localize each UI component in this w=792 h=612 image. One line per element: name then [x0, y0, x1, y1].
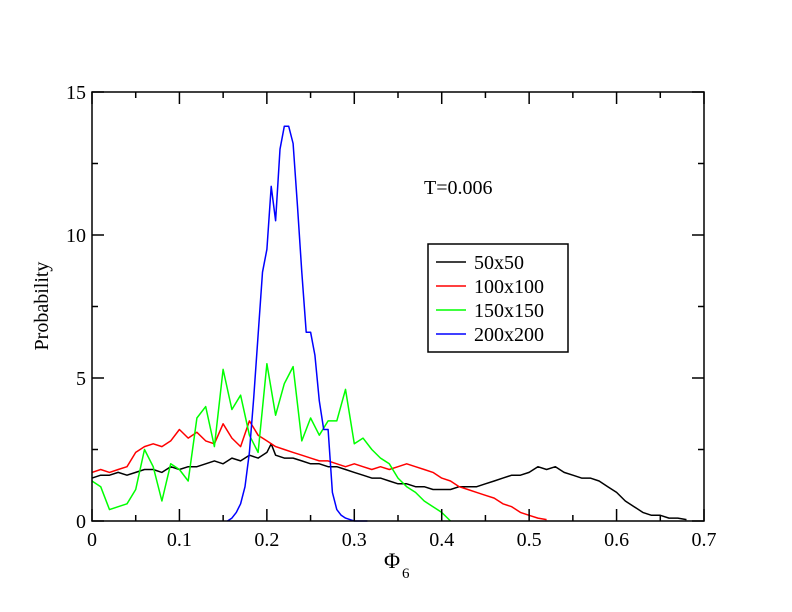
y-tick-label: 15 [66, 82, 86, 104]
legend-label-200x200: 200x200 [474, 324, 544, 346]
x-tick-label: 0.2 [254, 529, 279, 551]
y-axis-label: Probability [31, 262, 53, 351]
y-tick-label: 0 [76, 511, 86, 533]
series-layer [91, 125, 687, 522]
y-tick-label: 5 [76, 368, 86, 390]
x-axis-title: Φ 6 [384, 548, 410, 582]
x-tick-label: 0 [87, 529, 97, 551]
legend-label-50x50: 50x50 [474, 252, 524, 274]
temperature-annotation: T=0.006 [424, 177, 493, 199]
x-tick-label: 0.6 [604, 529, 629, 551]
series-line-200x200 [227, 125, 368, 522]
y-tick-label: 10 [66, 225, 86, 247]
series-line-150x150 [91, 362, 452, 522]
x-axis-label: Φ [384, 548, 400, 573]
ticks-layer: 0 0.1 0.2 0.3 0.4 0.5 0.6 0.7 0 5 10 15 [66, 82, 717, 551]
x-tick-label: 0.1 [167, 529, 192, 551]
x-tick-label: 0.4 [429, 529, 454, 551]
series-line-50x50 [91, 443, 687, 521]
legend-label-150x150: 150x150 [474, 300, 544, 322]
x-tick-label: 0.3 [342, 529, 367, 551]
x-axis-label-subscript: 6 [402, 566, 410, 582]
x-tick-label: 0.5 [517, 529, 542, 551]
legend-label-100x100: 100x100 [474, 276, 544, 298]
series-line-100x100 [91, 420, 547, 521]
x-tick-label: 0.7 [692, 529, 717, 551]
